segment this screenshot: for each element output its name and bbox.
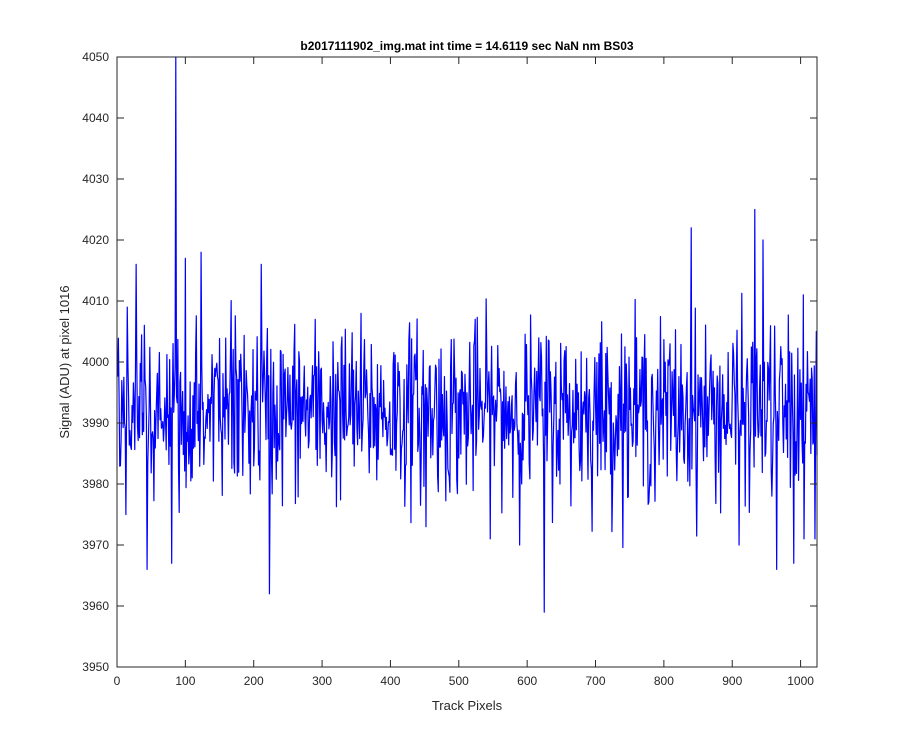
series-layer [117,56,818,613]
x-tick-label: 0 [114,674,121,688]
x-tick-label: 300 [312,674,332,688]
x-tick-label: 1000 [787,674,814,688]
y-tick-label: 4050 [82,50,109,64]
y-axis-label: Signal (ADU) at pixel 1016 [57,285,72,438]
plot-area [117,57,817,667]
x-tick-label: 200 [244,674,264,688]
y-tick-label: 3950 [82,660,109,674]
chart-title: b2017111902_img.mat int time = 14.6119 s… [300,39,634,53]
y-tick-label: 4040 [82,111,109,125]
x-axis-label: Track Pixels [432,698,503,713]
labels-layer: b2017111902_img.mat int time = 14.6119 s… [57,39,634,713]
y-tick-label: 4000 [82,355,109,369]
y-tick-label: 4030 [82,172,109,186]
y-tick-label: 3990 [82,416,109,430]
x-tick-label: 400 [380,674,400,688]
axes-layer: 0 100 200 300 400 500 600 700 800 900 1000 3950 3960… [82,50,818,688]
series-line [117,56,818,613]
x-tick-label: 100 [175,674,195,688]
y-tick-label: 3960 [82,599,109,613]
x-tick-label: 500 [449,674,469,688]
y-tick-label: 3970 [82,538,109,552]
y-tick-label: 4010 [82,294,109,308]
x-tick-label: 700 [586,674,606,688]
y-tick-label: 3980 [82,477,109,491]
x-tick-label: 600 [517,674,537,688]
x-tick-label: 900 [722,674,742,688]
y-tick-label: 4020 [82,233,109,247]
x-tick-label: 800 [654,674,674,688]
